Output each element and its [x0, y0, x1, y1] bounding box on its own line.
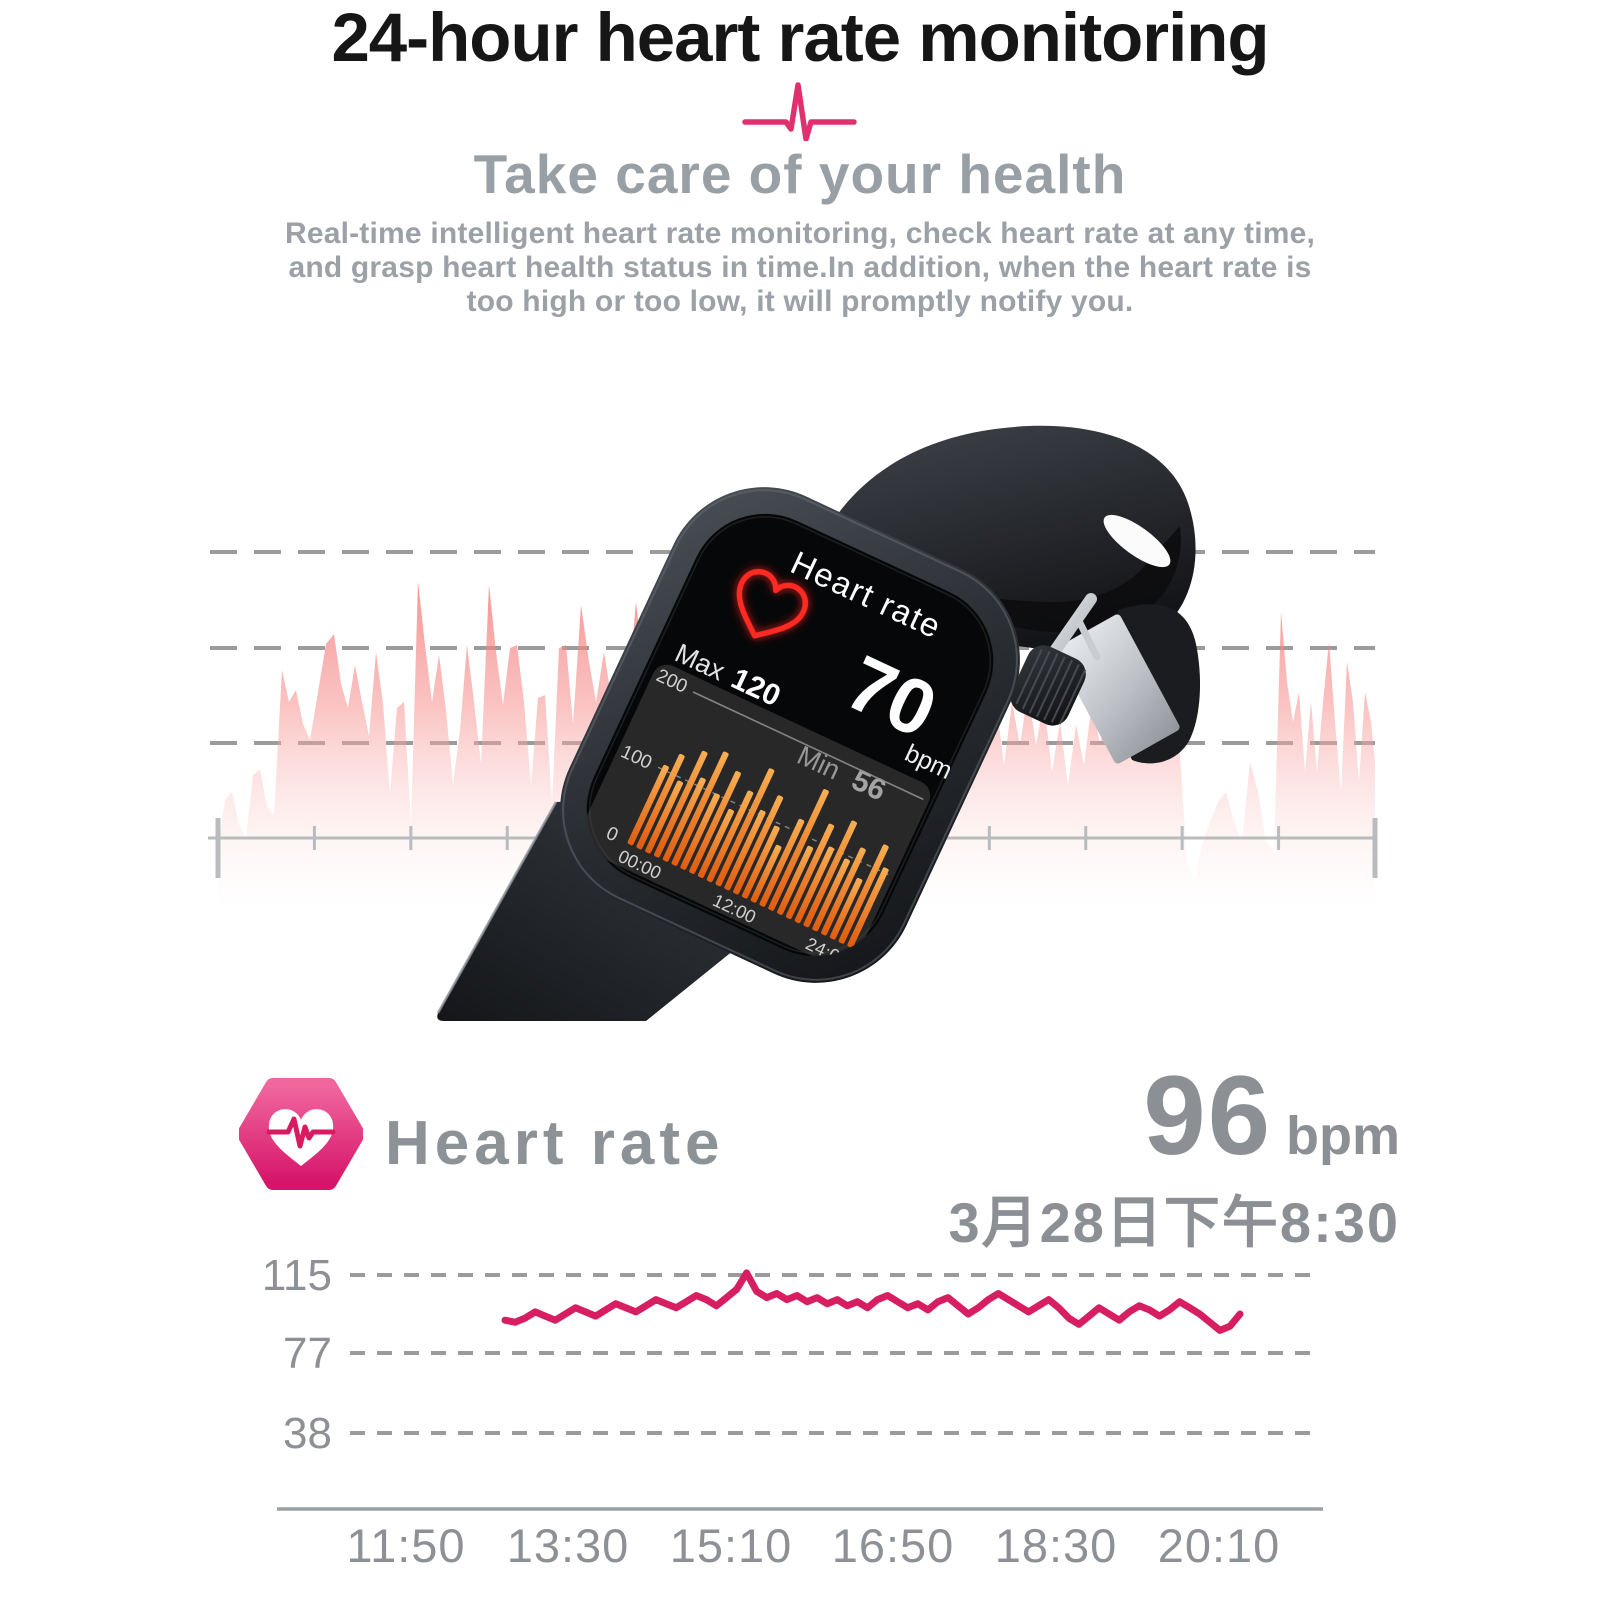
x-tick-label: 20:10 — [1158, 1519, 1281, 1572]
bar — [671, 751, 729, 866]
bar — [654, 750, 708, 858]
bar — [759, 818, 805, 907]
daily-heart-rate-chart: 115 77 38 11:50 13:30 15:10 16:50 18:30 20:10 — [262, 1251, 1323, 1572]
bar — [733, 795, 784, 895]
buckle-prong — [1075, 617, 1101, 661]
neon-heart-icon — [736, 568, 808, 639]
x-tick-label: 16:50 — [832, 1519, 955, 1572]
bar — [627, 764, 669, 846]
bar — [803, 820, 857, 928]
bar — [768, 789, 829, 911]
x-tick-label: 18:30 — [995, 1519, 1118, 1572]
bar — [697, 808, 734, 879]
y-tick-label: 77 — [283, 1329, 332, 1378]
screen-chart-gridline-200 — [692, 691, 924, 801]
description-line: and grasp heart health status in time.In… — [288, 251, 1312, 285]
bar — [706, 790, 754, 883]
heart-rate-line — [501, 1269, 1244, 1334]
bar — [750, 844, 782, 903]
bar — [689, 771, 741, 874]
bar — [794, 846, 835, 924]
strap-edge-highlight — [436, 801, 558, 1014]
heart-pulse-badge-icon — [239, 1078, 363, 1190]
bar — [838, 844, 889, 944]
bar — [777, 845, 814, 915]
ecg-pulse-icon — [742, 82, 857, 142]
bar — [829, 878, 863, 940]
bar — [662, 777, 706, 862]
page-title: 24-hour heart rate monitoring — [331, 0, 1269, 76]
strap-loop-hole — [1103, 514, 1171, 568]
bar — [724, 810, 766, 891]
page-description: Real-time intelligent heart rate monitor… — [0, 217, 1600, 319]
screen-chart-gridline-100 — [657, 766, 889, 876]
bar — [680, 793, 720, 870]
watch-crown — [1010, 645, 1086, 726]
case-edge-highlight — [562, 489, 1018, 981]
bar — [821, 847, 866, 936]
description-line: too high or too low, it will promptly no… — [466, 285, 1134, 319]
summary-reading: 96 bpm 3月28日下午8:30 — [948, 1060, 1400, 1259]
buckle-plate — [1055, 614, 1180, 764]
smartwatch: Heart rate 70 bpm Max 120 Min 56 200 100… — [436, 425, 1201, 1021]
crown-ridges — [1015, 648, 1087, 725]
heart-rate-value: 96 — [1143, 1053, 1272, 1178]
bar — [715, 768, 775, 887]
bar — [636, 753, 685, 850]
y-tick-label: 38 — [283, 1409, 332, 1458]
watch-case-group: Heart rate 70 bpm Max 120 Min 56 200 100… — [560, 487, 1087, 983]
x-tick-label: 13:30 — [507, 1519, 630, 1572]
bar — [645, 780, 683, 854]
bar — [812, 858, 850, 932]
y-tick-label: 115 — [262, 1251, 332, 1300]
bar — [785, 823, 835, 920]
screen-bar-chart — [627, 750, 889, 948]
x-tick-label: 15:10 — [670, 1519, 793, 1572]
bar — [741, 825, 780, 899]
heart-rate-unit: bpm — [1286, 1106, 1400, 1166]
screen-bezel — [588, 516, 992, 954]
bar — [847, 867, 889, 948]
description-line: Real-time intelligent heart rate monitor… — [284, 217, 1316, 251]
x-tick-label: 11:50 — [346, 1519, 465, 1572]
header: 24-hour heart rate monitoring Take care … — [0, 0, 1600, 319]
page-subtitle: Take care of your health — [473, 143, 1127, 206]
summary-label: Heart rate — [385, 1109, 725, 1178]
reading-datetime: 3月28日下午8:30 — [948, 1191, 1400, 1254]
watch-strap-top — [800, 425, 1201, 764]
ecg-line — [266, 1116, 336, 1149]
